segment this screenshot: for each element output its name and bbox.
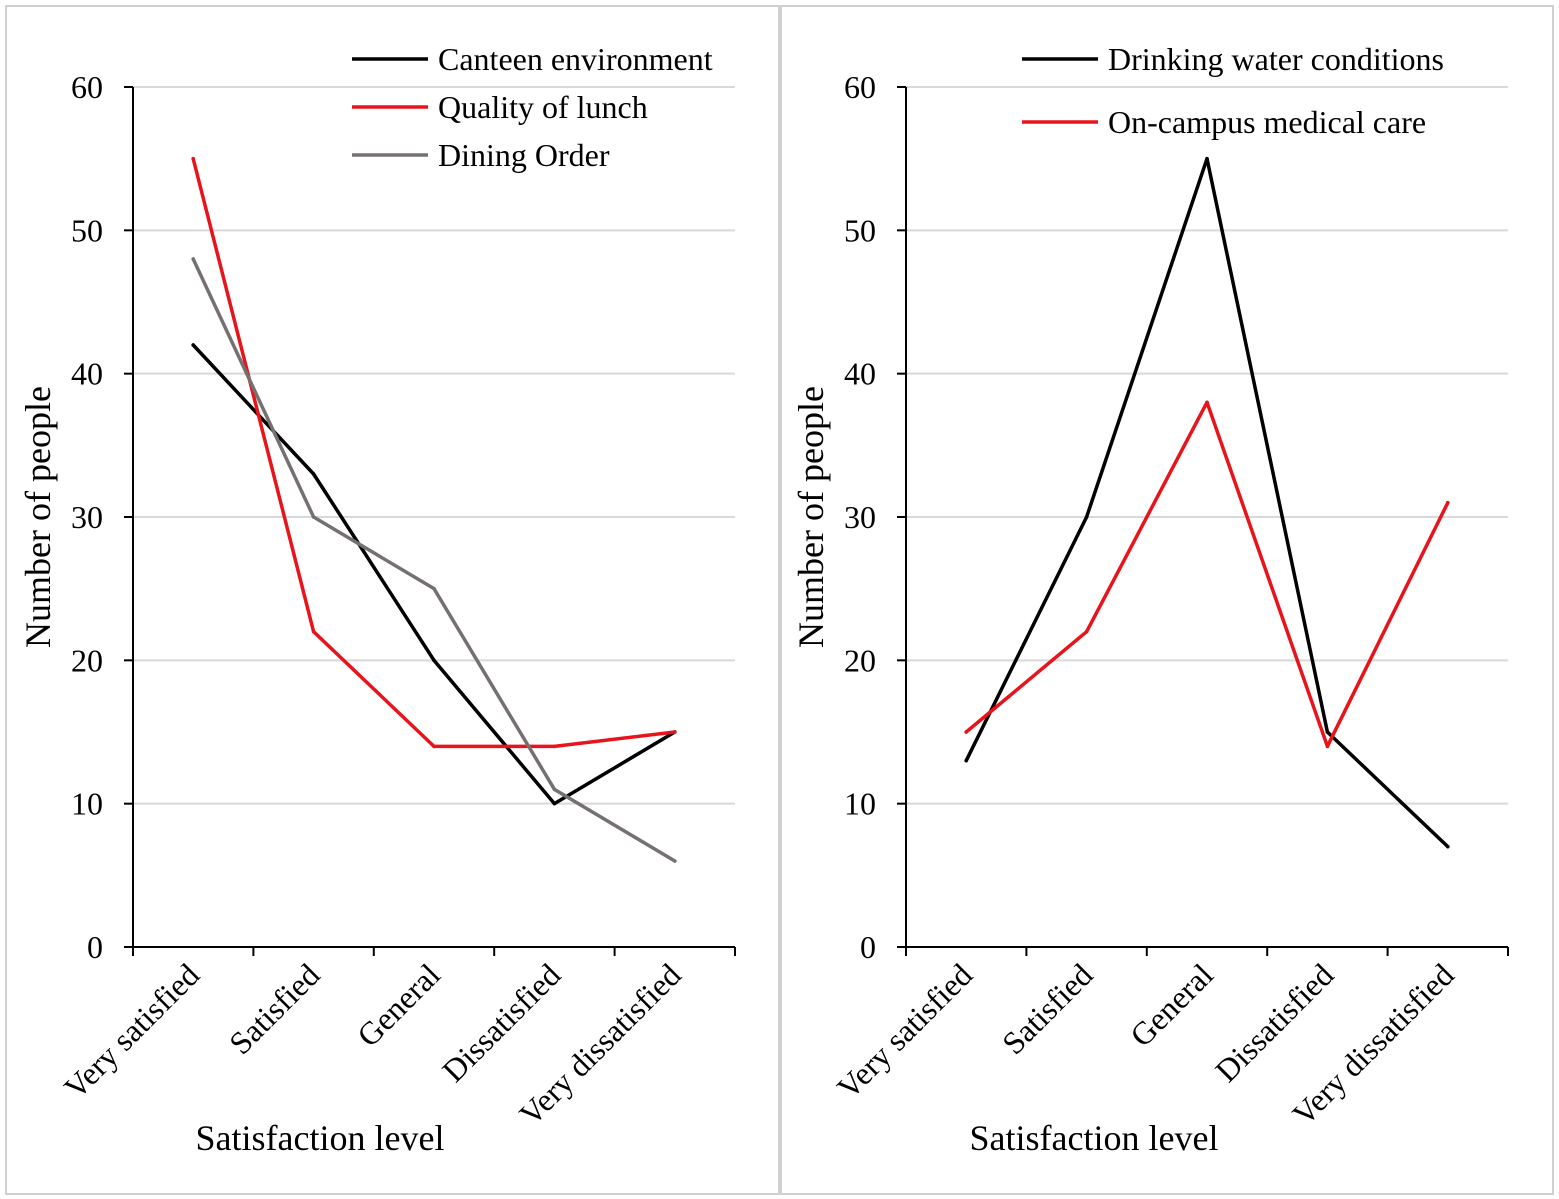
chart-1-legend: Canteen environment Quality of lunch Dinin… bbox=[352, 41, 713, 173]
chart-1-point-dining-order-dissatisfied bbox=[552, 787, 557, 792]
chart-1-point-canteen-environment-general bbox=[432, 658, 436, 663]
chart-1-y-tick-label: 60 bbox=[71, 69, 103, 105]
chart-1-point-dining-order-very-satisfied bbox=[191, 257, 195, 261]
chart-1-point-dining-order-very-dissatisfied bbox=[673, 859, 677, 863]
chart-1-series-quality-of-lunch bbox=[191, 156, 677, 749]
chart-2-y-axis-title: Number of people bbox=[791, 386, 831, 648]
chart-1-y-tick-label: 0 bbox=[87, 929, 103, 965]
chart-1-y-tick-label: 50 bbox=[71, 212, 103, 248]
chart-2-legend: Drinking water conditions On-campus medic… bbox=[1022, 41, 1444, 140]
chart-1-point-quality-of-lunch-very-satisfied bbox=[191, 156, 195, 161]
chart-2-point-on-campus-medical-care-very-satisfied bbox=[964, 730, 968, 734]
chart-1-point-canteen-environment-dissatisfied bbox=[552, 801, 557, 806]
chart-2-legend-label-drinking-water-conditions: Drinking water conditions bbox=[1108, 41, 1444, 77]
chart-2-frame bbox=[780, 5, 1554, 1195]
chart-2-point-on-campus-medical-care-dissatisfied bbox=[1325, 744, 1330, 749]
chart-2-y-tick-label: 10 bbox=[844, 786, 876, 822]
chart-1-point-quality-of-lunch-general bbox=[432, 744, 436, 749]
chart-2-x-axis-title: Satisfaction level bbox=[970, 1118, 1219, 1158]
chart-2-series-drinking-water-conditions bbox=[964, 156, 1450, 849]
chart-1-y-tick-label: 40 bbox=[71, 356, 103, 392]
chart-2-point-drinking-water-conditions-dissatisfied bbox=[1325, 730, 1330, 734]
chart-1-legend-label-dining-order: Dining Order bbox=[438, 137, 610, 173]
chart-2-point-on-campus-medical-care-very-dissatisfied bbox=[1446, 500, 1450, 505]
chart-2-point-drinking-water-conditions-very-satisfied bbox=[964, 758, 968, 763]
chart-1-point-quality-of-lunch-satisfied bbox=[311, 629, 316, 634]
chart-2-y-tick-label: 50 bbox=[844, 212, 876, 248]
chart-1-point-quality-of-lunch-dissatisfied bbox=[552, 744, 557, 749]
chart-1-legend-label-canteen-environment: Canteen environment bbox=[438, 41, 713, 77]
chart-1-y-tick-label: 20 bbox=[71, 642, 103, 678]
chart-1-point-quality-of-lunch-very-dissatisfied bbox=[673, 730, 677, 734]
chart-1-y-tick-label: 10 bbox=[71, 786, 103, 822]
chart-2-y-tick-label: 30 bbox=[844, 499, 876, 535]
chart-2-y-tick-label: 0 bbox=[860, 929, 876, 965]
chart-1-series-dining-order bbox=[191, 257, 677, 863]
chart-2-point-drinking-water-conditions-very-dissatisfied bbox=[1446, 844, 1450, 849]
chart-1-y-axis-title: Number of people bbox=[18, 386, 58, 648]
chart-1-y-tick-label: 30 bbox=[71, 499, 103, 535]
chart-1-legend-label-quality-of-lunch: Quality of lunch bbox=[438, 89, 648, 125]
chart-2-series-on-campus-medical-care bbox=[964, 400, 1450, 749]
chart-1-point-canteen-environment-very-satisfied bbox=[191, 343, 195, 347]
chart-2-y-tick-label: 20 bbox=[844, 642, 876, 678]
chart-1-point-canteen-environment-satisfied bbox=[311, 472, 316, 476]
chart-2-point-on-campus-medical-care-satisfied bbox=[1084, 629, 1089, 634]
chart-2-y-tick-label: 40 bbox=[844, 356, 876, 392]
chart-2-point-drinking-water-conditions-satisfied bbox=[1084, 515, 1089, 519]
chart-1-point-dining-order-general bbox=[432, 586, 436, 591]
chart-1-frame bbox=[5, 5, 780, 1195]
chart-2-y-tick-label: 60 bbox=[844, 69, 876, 105]
chart-1-point-dining-order-satisfied bbox=[311, 515, 316, 519]
chart-2-legend-label-on-campus-medical-care: On-campus medical care bbox=[1108, 104, 1426, 140]
chart-2-point-drinking-water-conditions-general bbox=[1205, 156, 1209, 161]
chart-1-x-axis-title: Satisfaction level bbox=[196, 1118, 445, 1158]
chart-2-point-on-campus-medical-care-general bbox=[1205, 400, 1209, 405]
